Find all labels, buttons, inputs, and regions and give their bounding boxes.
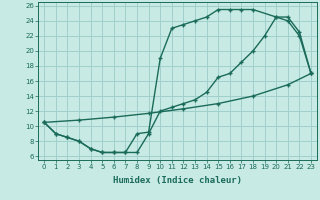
X-axis label: Humidex (Indice chaleur): Humidex (Indice chaleur)	[113, 176, 242, 185]
